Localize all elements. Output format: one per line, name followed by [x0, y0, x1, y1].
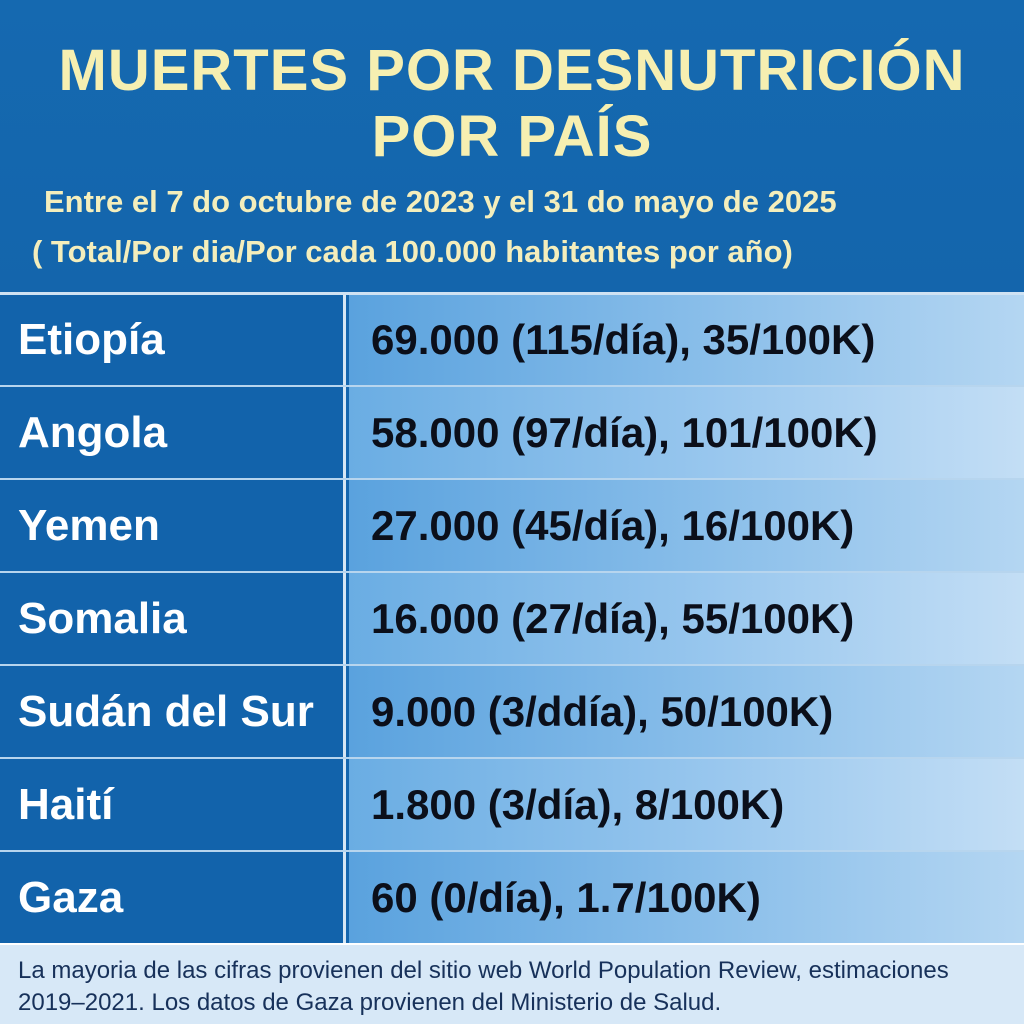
value-cell: 60 (0/día), 1.7/100K) [349, 852, 1024, 943]
value-cell: 9.000 (3/ddía), 50/100K) [349, 666, 1024, 757]
footnote-line-1: La mayoria de las cifras provienen del s… [18, 957, 949, 984]
table-row: Yemen 27.000 (45/día), 16/100K) [0, 478, 1024, 571]
table-row: Haití 1.800 (3/día), 8/100K) [0, 757, 1024, 850]
title-line-2: POR PAÍS [371, 104, 653, 169]
table-row: Gaza 60 (0/día), 1.7/100K) [0, 850, 1024, 943]
value-cell: 1.800 (3/día), 8/100K) [349, 759, 1024, 850]
table-row: Sudán del Sur 9.000 (3/ddía), 50/100K) [0, 664, 1024, 757]
value-cell: 16.000 (27/día), 55/100K) [349, 573, 1024, 664]
country-cell: Gaza [0, 852, 346, 943]
value-cell: 69.000 (115/día), 35/100K) [349, 295, 1024, 385]
subtitle-line-1: Entre el 7 do octubre de 2023 y el 31 do… [44, 184, 837, 219]
table-row: Angola 58.000 (97/día), 101/100K) [0, 385, 1024, 478]
footer: La mayoria de las cifras provienen del s… [0, 943, 1024, 1024]
subtitle-line-2: ( Total/Por dia/Por cada 100.000 habitan… [32, 234, 793, 269]
source-footnote: La mayoria de las cifras provienen del s… [18, 955, 1008, 1019]
footnote-line-2: 2019–2021. Los datos de Gaza provienen d… [18, 989, 722, 1016]
title-line-1: MUERTES POR DESNUTRICIÓN [58, 38, 966, 103]
country-cell: Etiopía [0, 295, 346, 385]
data-table: Etiopía 69.000 (115/día), 35/100K) Angol… [0, 292, 1024, 943]
country-cell: Sudán del Sur [0, 666, 346, 757]
country-cell: Haití [0, 759, 346, 850]
country-cell: Somalia [0, 573, 346, 664]
value-cell: 27.000 (45/día), 16/100K) [349, 480, 1024, 571]
country-cell: Angola [0, 387, 346, 478]
table-row: Somalia 16.000 (27/día), 55/100K) [0, 571, 1024, 664]
header: MUERTES POR DESNUTRICIÓN POR PAÍS Entre … [0, 0, 1024, 292]
value-cell: 58.000 (97/día), 101/100K) [349, 387, 1024, 478]
table-row: Etiopía 69.000 (115/día), 35/100K) [0, 292, 1024, 385]
country-cell: Yemen [0, 480, 346, 571]
